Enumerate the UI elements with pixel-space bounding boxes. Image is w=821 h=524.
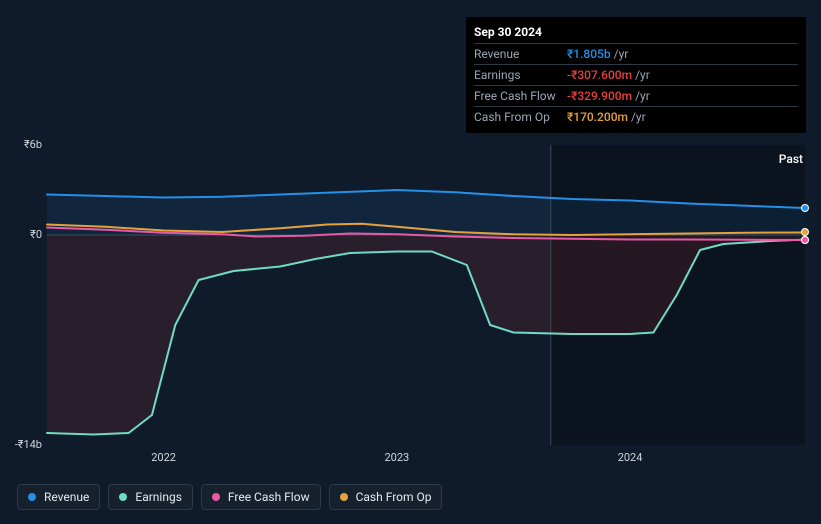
tooltip-row-value: -₹329.900m [567,89,632,103]
legend-item-earnings[interactable]: Earnings [108,484,193,510]
tooltip-row-value: -₹307.600m [567,68,632,82]
tooltip-row-value: ₹1.805b [567,47,611,61]
tooltip-row-label: Revenue [474,47,567,61]
past-label: Past [779,152,803,166]
legend-label: Revenue [44,490,89,504]
x-axis-label: 2023 [384,451,409,464]
tooltip-row-suffix: /yr [635,68,650,82]
series-end-dot-cash-from-op [801,228,809,236]
tooltip-row: Revenue₹1.805b/yr [474,43,798,64]
chart-svg [17,130,807,470]
legend-dot [212,493,220,501]
tooltip-row-suffix: /yr [635,89,650,103]
tooltip-row-label: Cash From Op [474,110,567,124]
tooltip-row-label: Earnings [474,68,567,82]
earnings-revenue-chart: ₹6b₹0-₹14b202220232024Past [17,130,807,470]
tooltip-row-value: ₹170.200m [567,110,628,124]
legend-dot [340,493,348,501]
legend-dot [119,493,127,501]
y-axis-label: ₹0 [2,228,42,241]
x-axis-label: 2022 [151,451,176,464]
legend-label: Earnings [135,490,182,504]
legend-item-cash-from-op[interactable]: Cash From Op [329,484,443,510]
tooltip-row: Earnings-₹307.600m/yr [474,64,798,85]
legend-item-free-cash-flow[interactable]: Free Cash Flow [201,484,321,510]
legend-label: Free Cash Flow [228,490,310,504]
tooltip-date: Sep 30 2024 [474,23,798,43]
legend-label: Cash From Op [356,490,432,504]
tooltip-row: Cash From Op₹170.200m/yr [474,106,798,127]
series-end-dot-free-cash-flow [801,236,809,244]
chart-tooltip: Sep 30 2024 Revenue₹1.805b/yrEarnings-₹3… [466,17,806,133]
y-axis-label: -₹14b [2,438,42,451]
tooltip-row-suffix: /yr [614,47,629,61]
tooltip-row-suffix: /yr [631,110,646,124]
legend-dot [28,493,36,501]
tooltip-row-label: Free Cash Flow [474,89,567,103]
chart-legend: Revenue Earnings Free Cash Flow Cash From O… [17,484,442,510]
x-axis-label: 2024 [618,451,643,464]
tooltip-row: Free Cash Flow-₹329.900m/yr [474,85,798,106]
legend-item-revenue[interactable]: Revenue [17,484,100,510]
series-end-dot-revenue [801,204,809,212]
y-axis-label: ₹6b [2,138,42,151]
